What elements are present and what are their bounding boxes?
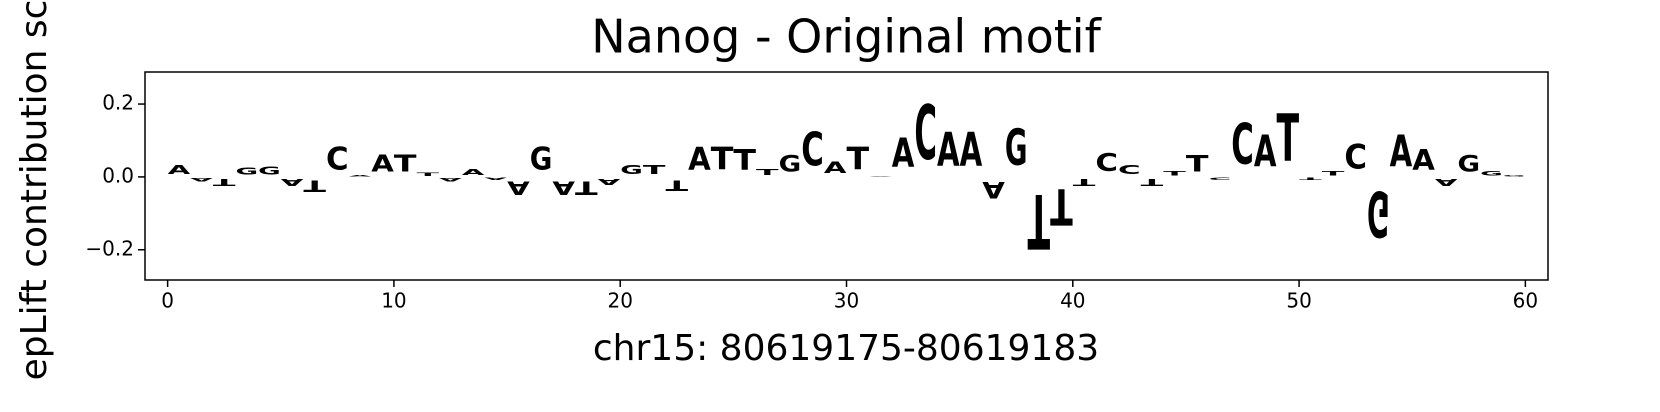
- logo-letter: G: [258, 164, 281, 176]
- logo-letter: T: [1299, 177, 1322, 181]
- y-tick-label: −0.2: [85, 236, 134, 260]
- logo-letter: T: [1028, 177, 1051, 265]
- logo-letter: A: [869, 176, 892, 177]
- logo-letter: T: [1050, 177, 1073, 235]
- logo-letter: G: [236, 166, 259, 177]
- logo-letter: T: [575, 177, 598, 199]
- logo-letter: A: [892, 131, 915, 178]
- y-tick-label: 0.0: [102, 163, 134, 187]
- x-axis-label: chr15: 80619175-80619183: [593, 328, 1099, 369]
- logo-letter: A: [824, 159, 847, 178]
- x-tick-label: 50: [1286, 289, 1311, 313]
- logo-letter: G: [1503, 175, 1526, 177]
- logo-letter: G: [779, 152, 802, 177]
- logo-letter: A: [960, 124, 983, 178]
- chart-title: Nanog - Original motif: [591, 10, 1102, 64]
- logo-letter: G: [530, 141, 553, 177]
- x-tick-label: 20: [607, 289, 632, 313]
- logo-letter: T: [756, 168, 779, 177]
- logo-letter: A: [371, 150, 394, 177]
- logo-letter: A: [937, 124, 960, 178]
- logo-letter: A: [439, 177, 463, 182]
- logo-letter: A: [982, 176, 1005, 201]
- y-tick-label: 0.2: [102, 91, 134, 115]
- x-tick-label: 40: [1060, 289, 1085, 313]
- logo-letter: T: [643, 162, 666, 176]
- logo-letter: A: [1435, 177, 1458, 188]
- logo-letter: T: [417, 171, 441, 177]
- logo-letter: C: [1344, 137, 1367, 177]
- logo-letter: T: [1186, 151, 1209, 177]
- logo-letter: G: [1005, 120, 1028, 177]
- logo-letter: T: [847, 140, 870, 177]
- logo-letter: A: [462, 168, 485, 177]
- logo-letter: A: [190, 177, 214, 182]
- logo-letter: C: [1231, 111, 1254, 177]
- x-tick-label: 0: [161, 289, 174, 313]
- logo-letter: T: [1322, 170, 1346, 177]
- logo-letter: T: [213, 177, 236, 188]
- logo-letter: A: [281, 177, 304, 188]
- logo-letter: C: [326, 141, 349, 177]
- logo-letter: T: [1276, 102, 1299, 178]
- logo-letter: C: [801, 123, 824, 177]
- logo-letter: T: [303, 176, 326, 194]
- logo-letter: T: [1163, 170, 1187, 177]
- logo-letter: T: [1141, 177, 1164, 188]
- logo-letter: A: [1254, 127, 1277, 178]
- logo-letter: G: [1367, 176, 1390, 248]
- logo-letter: A: [168, 163, 191, 177]
- x-tick-label: 10: [381, 289, 406, 313]
- logo-letter: G: [1457, 152, 1480, 177]
- logo-letter: T: [665, 176, 688, 193]
- logo-letter: A: [349, 175, 372, 177]
- logo-letter: G: [1480, 169, 1503, 176]
- logo-letter: A: [1390, 127, 1413, 178]
- logo-letter: C: [914, 91, 937, 177]
- logo-letter: T: [733, 146, 756, 178]
- logo-letter: C: [1209, 177, 1232, 181]
- logo-letter: A: [552, 177, 575, 199]
- logo-letter: T: [1073, 177, 1096, 188]
- logo-letter: A: [484, 177, 507, 181]
- x-tick-label: 30: [834, 289, 859, 313]
- logo-letter: A: [1412, 144, 1435, 177]
- logo-letter: T: [394, 149, 417, 177]
- logo-letter: A: [688, 142, 711, 178]
- x-tick-label: 60: [1513, 289, 1538, 313]
- y-axis-label: epLift contribution sc: [14, 0, 55, 380]
- logo-letter: T: [711, 140, 734, 177]
- logo-letter: A: [598, 177, 621, 186]
- logo-letter: C: [1095, 148, 1118, 177]
- logo-letter: A: [507, 177, 530, 199]
- logo-letter: C: [1118, 162, 1141, 177]
- logo-letter: G: [620, 163, 643, 178]
